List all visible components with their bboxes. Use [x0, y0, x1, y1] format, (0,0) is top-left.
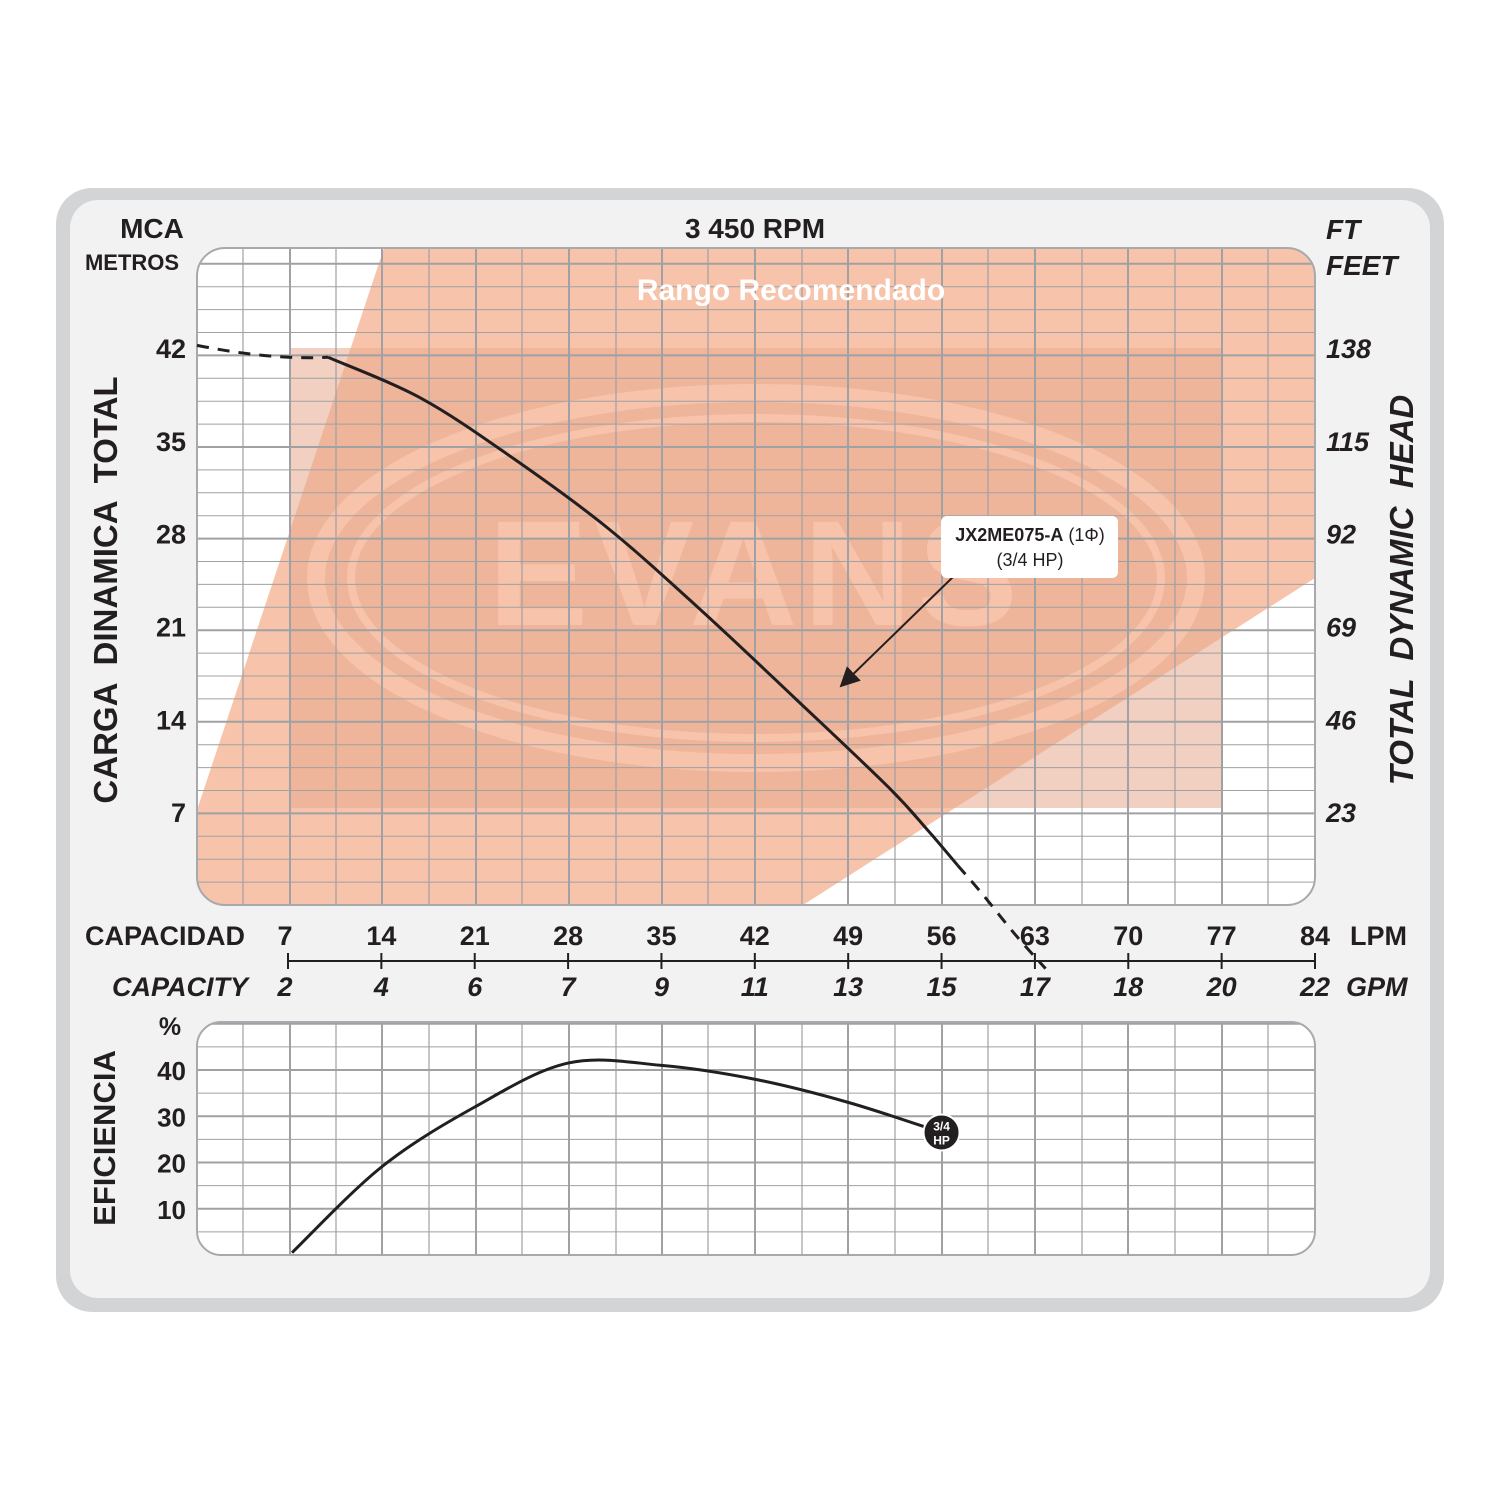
right-tick-label: 138: [1326, 334, 1371, 364]
efficiency-tick-label: 40: [157, 1056, 186, 1086]
right-tick-label: 23: [1325, 798, 1356, 828]
left-tick-label: 7: [171, 798, 186, 828]
left-axis-title: CARGA DINAMICA TOTAL: [87, 376, 124, 803]
capacity-label-es: CAPACIDAD: [85, 921, 245, 951]
right-tick-label: 92: [1326, 520, 1356, 550]
lpm-tick-label: 63: [1020, 921, 1050, 951]
marker-label-bottom: HP: [933, 1133, 950, 1147]
gpm-tick-label: 7: [561, 972, 578, 1002]
chart-title: 3 450 RPM: [685, 213, 825, 244]
lpm-tick-label: 21: [460, 921, 490, 951]
gpm-tick-label: 9: [654, 972, 669, 1002]
right-axis-title: TOTAL DYNAMIC HEAD: [1383, 395, 1420, 786]
gpm-tick-label: 22: [1299, 972, 1330, 1002]
watermark-text: EVANS: [488, 489, 1024, 657]
lpm-tick-label: 7: [277, 921, 292, 951]
lpm-tick-label: 42: [740, 921, 770, 951]
gpm-tick-label: 2: [276, 972, 292, 1002]
lpm-tick-label: 35: [646, 921, 676, 951]
right-tick-label: 46: [1325, 705, 1357, 735]
efficiency-end-marker: 3/4 HP: [922, 1113, 961, 1152]
head-curve-extrapolated: [196, 343, 1047, 970]
lpm-tick-label: 28: [553, 921, 583, 951]
right-tick-label: 115: [1326, 427, 1370, 457]
efficiency-axis-title: EFICIENCIA: [87, 1050, 122, 1226]
right-axis-ticks: 138 115 92 69 46 23: [1325, 334, 1371, 828]
annotation-box: [941, 516, 1118, 578]
gpm-tick-label: 13: [833, 972, 863, 1002]
lpm-tick-label: 14: [366, 921, 396, 951]
lpm-tick-label: 56: [927, 921, 957, 951]
annotation-model: JX2ME075-A (1Φ): [955, 525, 1104, 545]
efficiency-tick-label: 10: [157, 1195, 186, 1225]
left-tick-label: 21: [156, 613, 186, 643]
lpm-tick-label: 77: [1207, 921, 1237, 951]
lpm-tick-label: 49: [833, 921, 863, 951]
gpm-tick-label: 11: [741, 972, 769, 1002]
lpm-tick-label: 70: [1113, 921, 1143, 951]
gpm-tick-label: 4: [373, 972, 389, 1002]
annotation-power: (3/4 HP): [996, 550, 1063, 570]
efficiency-axis-ticks: 40 30 20 10: [157, 1056, 186, 1225]
efficiency-curve: [290, 1058, 943, 1254]
gpm-tick-label: 18: [1113, 972, 1143, 1002]
recommended-range-label: Rango Recomendado: [637, 274, 945, 307]
gpm-tick-label: 17: [1020, 972, 1052, 1002]
gpm-tick-label: 6: [467, 972, 483, 1002]
right-unit: FT: [1326, 214, 1363, 245]
lpm-tick-label: 84: [1300, 921, 1330, 951]
lpm-unit: LPM: [1350, 921, 1407, 951]
head-curve: [327, 355, 959, 867]
capacity-label-en: CAPACITY: [112, 972, 251, 1002]
left-subunit: METROS: [85, 250, 179, 275]
efficiency-tick-label: 20: [157, 1149, 186, 1179]
efficiency-tick-label: 30: [157, 1102, 186, 1132]
gpm-unit: GPM: [1346, 972, 1408, 1002]
capacity-axis-ticks: 7 2 14 4 21 6 28 7 35 9 42 11 49 13 56 15 63 17 70 18 77 20 84…: [276, 921, 1330, 1002]
efficiency-grid: [197, 1022, 1315, 1255]
marker-label-top: 3/4: [933, 1119, 950, 1133]
left-axis-ticks: 42 35 28 21 14 7: [156, 334, 186, 828]
left-tick-label: 35: [156, 427, 186, 457]
gpm-tick-label: 20: [1206, 972, 1237, 1002]
left-tick-label: 42: [156, 334, 186, 364]
left-tick-label: 28: [156, 520, 186, 550]
gpm-tick-label: 15: [927, 972, 958, 1002]
right-tick-label: 69: [1326, 613, 1356, 643]
head-grid: [197, 248, 1315, 905]
left-tick-label: 14: [156, 705, 186, 735]
efficiency-unit: %: [159, 1013, 181, 1041]
right-subunit: FEET: [1326, 250, 1400, 281]
annotation-arrow: [839, 574, 956, 688]
left-unit: MCA: [120, 213, 184, 244]
